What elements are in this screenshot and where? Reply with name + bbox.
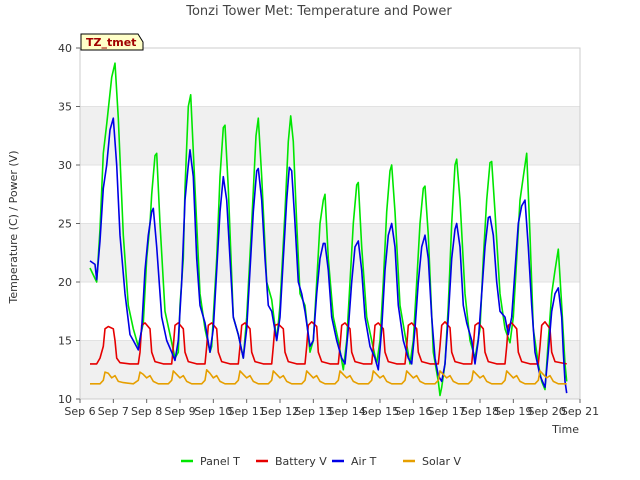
x-axis-label: Time: [551, 423, 579, 436]
chart-title: Tonzi Tower Met: Temperature and Power: [185, 4, 452, 19]
x-tick-label-11: Sep 17: [428, 405, 466, 418]
x-tick-label-14: Sep 20: [528, 405, 566, 418]
x-tick-label-13: Sep 19: [494, 405, 532, 418]
legend-label: Panel T: [200, 455, 240, 468]
x-tick-label-10: Sep 16: [394, 405, 432, 418]
y-tick-label-5: 35: [58, 101, 72, 114]
legend-label: Air T: [351, 455, 377, 468]
legend-item-battery-v: Battery V: [256, 455, 327, 468]
band-2: [80, 106, 580, 165]
x-tick-label-0: Sep 6: [64, 405, 95, 418]
y-axis-label: Temperature (C) / Power (V): [7, 150, 20, 304]
badge-label: TZ_tmet: [86, 36, 136, 49]
series-line-battery-v: [90, 321, 567, 365]
station-badge: TZ_tmet: [80, 33, 144, 51]
x-tick-label-3: Sep 9: [164, 405, 195, 418]
legend-item-solar-v: Solar V: [403, 455, 462, 468]
series-line-panel-t: [89, 62, 568, 397]
y-tick-label-3: 25: [58, 218, 72, 231]
y-tick-label-4: 30: [58, 159, 72, 172]
x-tick-label-5: Sep 11: [228, 405, 266, 418]
background-bands: [80, 106, 580, 399]
badge-box: [80, 33, 144, 51]
series-lines: [89, 62, 568, 397]
legend-item-air-t: Air T: [332, 455, 377, 468]
legend-label: Battery V: [275, 455, 327, 468]
y-tick-label-0: 10: [58, 393, 72, 406]
legend-label: Solar V: [422, 455, 462, 468]
y-axis: 10 15 20 25 30 35 40: [58, 42, 80, 406]
y-tick-label-6: 40: [58, 42, 72, 55]
band-0: [80, 340, 580, 399]
x-tick-label-2: Sep 8: [131, 405, 162, 418]
x-tick-label-7: Sep 13: [294, 405, 332, 418]
y-tick-label-2: 20: [58, 276, 72, 289]
legend: Panel T Battery V Air T Solar V: [181, 455, 462, 468]
x-tick-label-9: Sep 15: [361, 405, 399, 418]
x-tick-label-15: Sep 21: [561, 405, 599, 418]
series-line-solar-v: [90, 369, 567, 385]
x-tick-label-1: Sep 7: [98, 405, 129, 418]
x-tick-label-6: Sep 12: [261, 405, 299, 418]
x-tick-label-12: Sep 18: [461, 405, 499, 418]
x-tick-label-4: Sep 10: [194, 405, 232, 418]
legend-item-panel-t: Panel T: [181, 455, 240, 468]
y-tick-label-1: 15: [58, 335, 72, 348]
series-line-air-t: [89, 117, 568, 394]
x-tick-label-8: Sep 14: [328, 405, 366, 418]
